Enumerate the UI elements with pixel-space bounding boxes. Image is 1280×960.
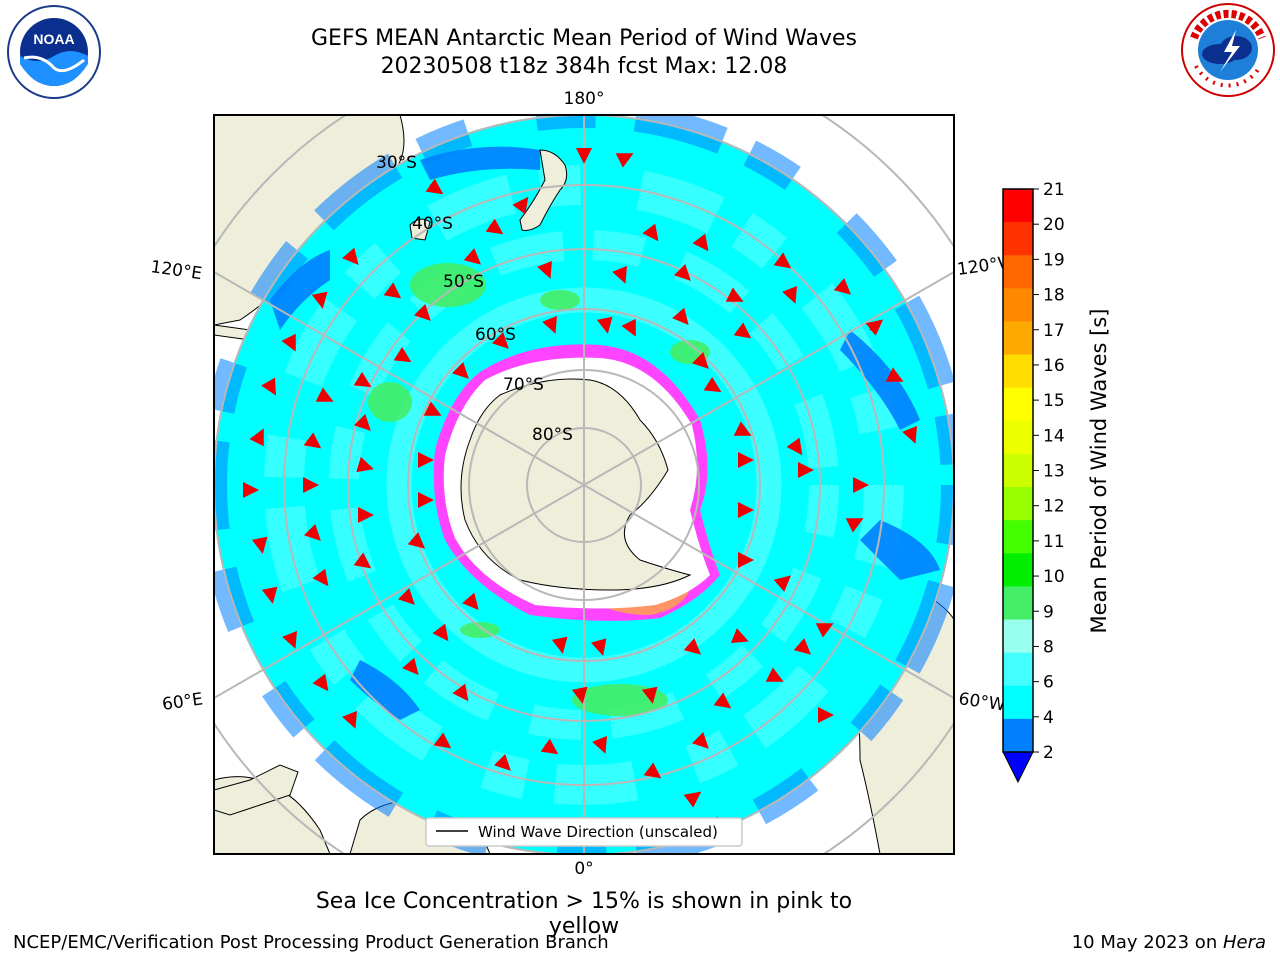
colorbar-tick-label: 8: [1043, 637, 1054, 657]
chart-subtitle: 20230508 t18z 384h fcst Max: 12.08: [380, 54, 788, 79]
footer-date: 10 May 2023 on: [1071, 932, 1223, 953]
colorbar-band: [1003, 387, 1033, 422]
colorbar-band: [1003, 288, 1033, 322]
colorbar-band: [1003, 222, 1033, 256]
colorbar-tick-label: 19: [1043, 250, 1065, 270]
wind-wave-arrows: [243, 148, 917, 808]
lat-label-60s: 60°S: [475, 325, 516, 345]
colorbar-band: [1003, 553, 1033, 587]
noaa-logo: NOAA: [7, 5, 101, 99]
land-tasmania: [409, 218, 431, 241]
map-legend: Wind Wave Direction (unscaled): [425, 817, 743, 847]
colorbar-tick-label: 18: [1043, 286, 1065, 306]
colorbar-band: [1003, 718, 1033, 753]
svg-text:NOAA: NOAA: [33, 31, 74, 47]
lat-label-30s: 30°S: [376, 153, 417, 173]
colorbar-band: [1003, 189, 1033, 223]
map-frame: [213, 114, 955, 855]
colorbar-ticks: 21 20 19 18 17 16 15 14 13 12 11 10 9 8 6 4 2: [1033, 180, 1065, 763]
footer-host: Hera: [1222, 932, 1266, 953]
colorbar-tick-label: 11: [1043, 532, 1065, 552]
footer-left: NCEP/EMC/Verification Post Processing Pr…: [13, 932, 609, 953]
colorbar-tick-label: 14: [1043, 426, 1065, 446]
colorbar-label: Mean Period of Wind Waves [s]: [1087, 309, 1111, 634]
lon-label-180: 180°: [564, 89, 605, 109]
lat-label-40s: 40°S: [412, 214, 453, 234]
sea-ice-note: Sea Ice Concentration > 15% is shown in …: [315, 889, 853, 939]
colorbar-band: [1003, 453, 1033, 488]
lon-label-60w: 60°W: [957, 689, 1006, 715]
colorbar-tick-label: 15: [1043, 391, 1065, 411]
colorbar-band: [1003, 520, 1033, 554]
map-area: [214, 115, 954, 854]
colorbar-band: [1003, 321, 1033, 356]
lat-label-80s: 80°S: [532, 425, 573, 445]
lon-label-120e: 120°E: [149, 257, 203, 284]
chart-title: GEFS MEAN Antarctic Mean Period of Wind …: [311, 26, 857, 51]
legend-label: Wind Wave Direction (unscaled): [478, 823, 718, 841]
colorbar-band: [1003, 586, 1033, 621]
colorbar-tick-label: 2: [1043, 743, 1054, 763]
colorbar-tick-label: 20: [1043, 215, 1065, 235]
colorbar-tick-label: 9: [1043, 602, 1054, 622]
colorbar-band: [1003, 685, 1033, 720]
colorbar-tick-label: 12: [1043, 497, 1065, 517]
colorbar-tick-label: 10: [1043, 567, 1065, 587]
colorbar-band: [1003, 420, 1033, 455]
colorbar-band: [1003, 354, 1033, 389]
lat-label-50s: 50°S: [443, 272, 484, 292]
colorbar-band: [1003, 487, 1033, 521]
colorbar-tick-label: 16: [1043, 356, 1065, 376]
colorbar-band: [1003, 255, 1033, 289]
land-antarctica: [460, 378, 692, 591]
land-madagascar: [214, 764, 299, 816]
nws-logo: [1181, 3, 1275, 97]
colorbar-band: [1003, 619, 1033, 654]
colorbar-under-arrow: [1002, 751, 1034, 784]
lon-label-0: 0°: [574, 859, 593, 879]
colorbar-tick-label: 4: [1043, 708, 1054, 728]
footer-right: 10 May 2023 on Hera: [1072, 932, 1266, 953]
colorbar-tick-label: 21: [1043, 180, 1065, 200]
colorbar-tick-label: 13: [1043, 462, 1065, 482]
lat-label-70s: 70°S: [503, 375, 544, 395]
colorbar-band: [1003, 652, 1033, 687]
colorbar: 21 20 19 18 17 16 15 14 13 12 11 10 9 8 6 4 2 Mean Perio…: [1002, 180, 1111, 784]
colorbar-bands: [1003, 189, 1033, 753]
lon-label-60e: 60°E: [161, 689, 204, 714]
colorbar-tick-label: 6: [1043, 673, 1054, 693]
colorbar-tick-label: 17: [1043, 321, 1065, 341]
